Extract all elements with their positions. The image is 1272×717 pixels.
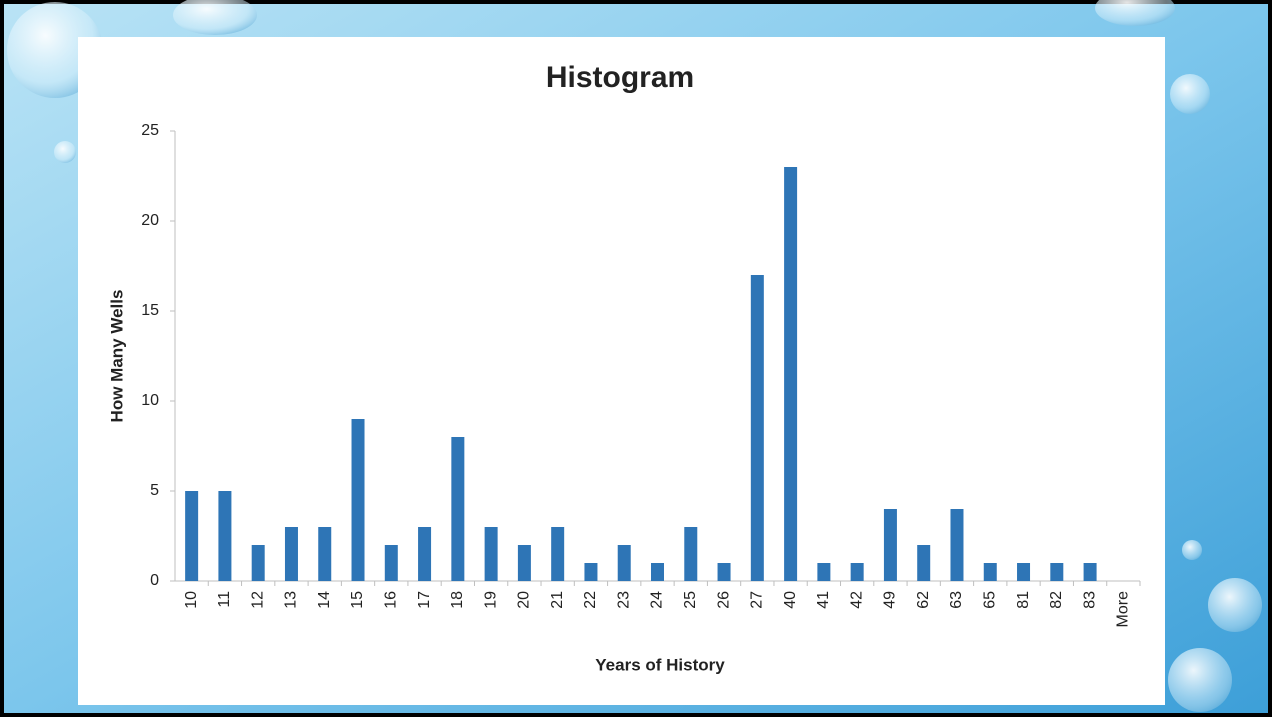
bar (618, 545, 631, 581)
y-tick-label: 20 (141, 212, 159, 229)
x-tick-label: 11 (216, 591, 233, 608)
y-tick-label: 10 (141, 392, 159, 409)
bar (651, 563, 664, 581)
chart-title: Histogram (546, 61, 694, 94)
bar (451, 437, 464, 581)
bar (185, 491, 198, 581)
bar (1050, 563, 1063, 581)
bar (551, 527, 564, 581)
bar (984, 563, 997, 581)
bar (684, 527, 697, 581)
bar (751, 275, 764, 581)
bar (485, 527, 498, 581)
x-tick-label: 40 (782, 591, 799, 609)
x-tick-label: 15 (349, 591, 366, 609)
x-tick-label: 13 (283, 591, 300, 609)
bar (518, 545, 531, 581)
x-tick-label: 18 (449, 591, 466, 609)
y-axis-title: How Many Wells (107, 290, 126, 423)
bar (718, 563, 731, 581)
x-tick-label: 17 (416, 591, 433, 609)
bar (385, 545, 398, 581)
bar (318, 527, 331, 581)
bar (950, 509, 963, 581)
x-tick-label: 14 (316, 591, 333, 609)
bar (817, 563, 830, 581)
bar (1084, 563, 1097, 581)
x-tick-label: 25 (682, 591, 699, 609)
x-tick-label: 22 (582, 591, 599, 609)
x-tick-label: 19 (482, 591, 499, 609)
y-tick-label: 15 (141, 302, 159, 319)
bar (851, 563, 864, 581)
x-tick-label: 63 (948, 591, 965, 609)
bar (218, 491, 231, 581)
y-tick-label: 0 (150, 572, 159, 589)
bar (352, 419, 365, 581)
y-tick-label: 5 (150, 482, 159, 499)
x-tick-label: 27 (749, 591, 766, 609)
bar (917, 545, 930, 581)
x-tick-label: 10 (183, 591, 200, 609)
bar (784, 167, 797, 581)
x-tick-label: 23 (615, 591, 632, 609)
bar (584, 563, 597, 581)
bar (252, 545, 265, 581)
x-tick-label: 65 (981, 591, 998, 609)
x-tick-label: 62 (915, 591, 932, 609)
x-tick-label: 81 (1015, 591, 1032, 609)
slide: Histogram Years of History How Many Well… (0, 0, 1272, 717)
bar (418, 527, 431, 581)
x-tick-label: 82 (1048, 591, 1065, 609)
bar (285, 527, 298, 581)
x-tick-label: 42 (848, 591, 865, 609)
x-tick-label: 20 (516, 591, 533, 609)
bar (884, 509, 897, 581)
x-tick-label: 83 (1081, 591, 1098, 609)
bar (1017, 563, 1030, 581)
page: {"chart_data": {"type": "bar", "title": … (0, 0, 1272, 717)
x-tick-label: 12 (249, 591, 266, 609)
x-axis-title: Years of History (595, 655, 725, 674)
x-tick-label: 21 (549, 591, 566, 609)
x-tick-label: 41 (815, 591, 832, 609)
x-tick-label: More (1115, 591, 1132, 628)
x-tick-label: 26 (715, 591, 732, 609)
y-tick-label: 25 (141, 122, 159, 139)
x-tick-label: 24 (649, 591, 666, 609)
x-tick-label: 49 (882, 591, 899, 609)
x-tick-label: 16 (383, 591, 400, 609)
